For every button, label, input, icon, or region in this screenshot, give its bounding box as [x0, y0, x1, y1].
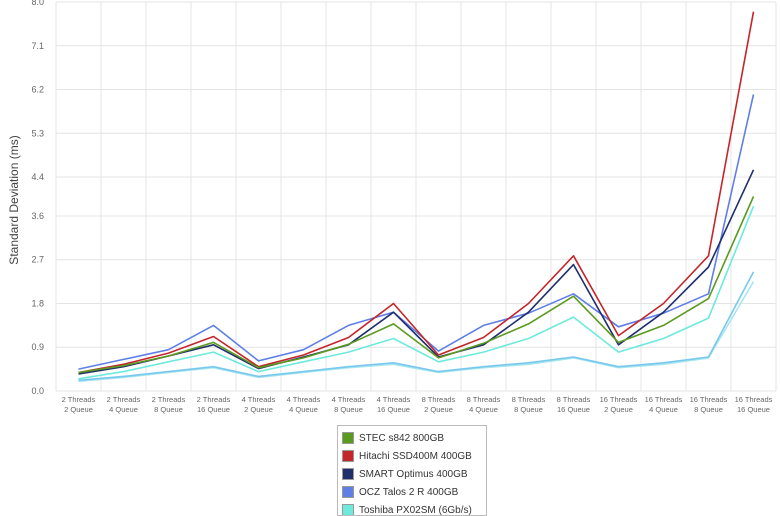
y-tick-label: 5.3 [31, 128, 44, 138]
y-tick-label: 0.0 [31, 386, 44, 396]
legend-swatch [342, 486, 354, 498]
legend-item[interactable]: STEC s842 800GB [342, 429, 486, 447]
x-tick-label: 2 Queue [424, 405, 453, 414]
x-tick-label: 16 Threads [690, 395, 728, 404]
x-tick-label: 8 Threads [467, 395, 501, 404]
legend-item[interactable]: Toshiba PX02SM (6Gb/s) [342, 501, 486, 516]
x-tick-label: 4 Threads [377, 395, 411, 404]
x-tick-label: 8 Threads [422, 395, 456, 404]
grid-lines [55, 1, 777, 392]
y-tick-label: 7.1 [31, 41, 44, 51]
legend-item[interactable]: Hitachi SSD400M 400GB [342, 447, 486, 465]
x-tick-label: 4 Threads [242, 395, 276, 404]
legend-swatch [342, 432, 354, 444]
x-tick-label: 4 Queue [469, 405, 498, 414]
x-tick-label: 8 Threads [557, 395, 591, 404]
y-tick-label: 3.6 [31, 211, 44, 221]
legend-swatch [342, 504, 354, 515]
legend-label: STEC s842 800GB [359, 432, 445, 444]
x-tick-label: 4 Queue [109, 405, 138, 414]
series-line-6 [78, 281, 755, 383]
y-tick-label: 2.7 [31, 255, 44, 265]
x-tick-label: 16 Queue [197, 405, 230, 414]
x-tick-label: 2 Queue [64, 405, 93, 414]
x-tick-label: 2 Queue [604, 405, 633, 414]
x-tick-label: 2 Threads [107, 395, 141, 404]
x-tick-label: 16 Threads [735, 395, 773, 404]
y-tick-label: 1.8 [31, 298, 44, 308]
y-axis-ticks: 0.0 0.9 1.8 2.7 3.6 4.4 5.3 6.2 7.1 8.0 [31, 0, 44, 396]
x-tick-label: 8 Queue [514, 405, 543, 414]
x-tick-label: 8 Queue [694, 405, 723, 414]
x-tick-label: 4 Queue [289, 405, 318, 414]
x-tick-label: 2 Queue [244, 405, 273, 414]
series-lines [78, 11, 755, 383]
legend-label: OCZ Talos 2 R 400GB [359, 486, 459, 498]
x-tick-label: 8 Queue [154, 405, 183, 414]
legend-label: Hitachi SSD400M 400GB [359, 450, 472, 462]
series-line-5 [78, 271, 755, 382]
x-tick-label: 4 Queue [649, 405, 678, 414]
x-tick-label: 4 Threads [332, 395, 366, 404]
legend: STEC s842 800GB Hitachi SSD400M 400GB SMAR… [337, 425, 487, 516]
y-tick-label: 4.4 [31, 172, 44, 182]
x-tick-label: 16 Queue [377, 405, 410, 414]
legend-swatch [342, 468, 354, 480]
x-tick-label: 8 Threads [512, 395, 546, 404]
legend-item[interactable]: OCZ Talos 2 R 400GB [342, 483, 486, 501]
y-tick-label: 8.0 [31, 0, 44, 7]
x-tick-label: 16 Queue [557, 405, 590, 414]
x-tick-label: 4 Threads [287, 395, 321, 404]
series-line-0 [78, 196, 755, 374]
line-chart: 0.0 0.9 1.8 2.7 3.6 4.4 5.3 6.2 7.1 8.0 2 Threads… [7, 0, 777, 414]
x-tick-label: 8 Queue [334, 405, 363, 414]
x-tick-label: 2 Threads [62, 395, 96, 404]
series-line-4 [78, 205, 755, 380]
x-tick-label: 2 Threads [152, 395, 186, 404]
y-tick-label: 0.9 [31, 342, 44, 352]
series-line-1 [78, 11, 755, 374]
y-axis-label: Standard Deviation (ms) [7, 135, 21, 264]
y-tick-label: 6.2 [31, 85, 44, 95]
legend-swatch [342, 450, 354, 462]
x-tick-label: 16 Threads [600, 395, 638, 404]
legend-label: SMART Optimus 400GB [359, 468, 468, 480]
legend-label: Toshiba PX02SM (6Gb/s) [359, 504, 472, 516]
x-tick-label: 16 Queue [737, 405, 770, 414]
series-line-2 [78, 169, 755, 375]
legend-item[interactable]: SMART Optimus 400GB [342, 465, 486, 483]
x-tick-label: 16 Threads [645, 395, 683, 404]
x-tick-label: 2 Threads [197, 395, 231, 404]
